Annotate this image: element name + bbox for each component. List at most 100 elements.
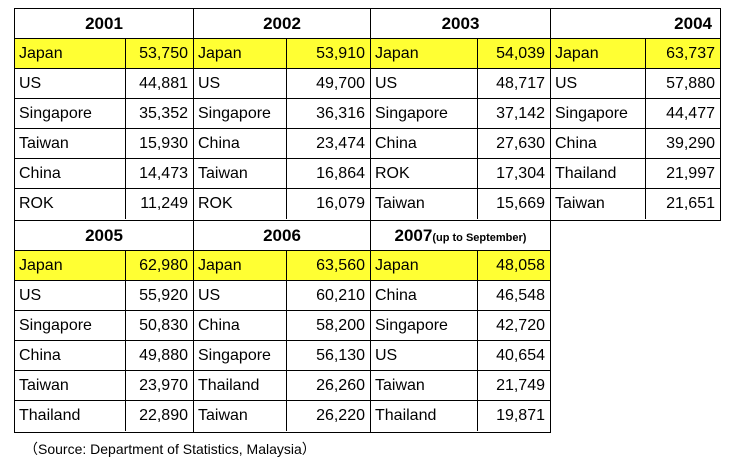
table-row: US 57,880 xyxy=(551,69,720,99)
country-cell: China xyxy=(371,129,478,158)
value-cell: 21,997 xyxy=(666,165,715,182)
country-cell: Taiwan xyxy=(371,371,478,400)
country-cell: Japan xyxy=(15,39,126,68)
value-cell: 44,477 xyxy=(666,105,715,122)
country-cell: Singapore xyxy=(194,341,287,370)
value-cell: 62,980 xyxy=(139,257,188,274)
year-block-2007: 2007(up to September) Japan 48,058 China 4… xyxy=(370,220,551,433)
value-cell: 21,651 xyxy=(666,195,715,212)
value-cell: 63,737 xyxy=(666,45,715,62)
country-cell: Thailand xyxy=(371,401,478,431)
source-note: （Source: Department of Statistics, Malay… xyxy=(24,441,316,457)
table-row: Thailand 26,260 xyxy=(194,371,370,401)
value-cell: 26,220 xyxy=(316,407,365,424)
table-row: Singapore 37,142 xyxy=(371,99,550,129)
year-header: 2004 xyxy=(551,9,720,39)
country-cell: China xyxy=(194,311,287,340)
value-cell: 36,316 xyxy=(316,105,365,122)
table-row: Singapore 42,720 xyxy=(371,311,550,341)
year-block-2006: 2006 Japan 63,560 US 60,210 China 58,200 Si… xyxy=(193,220,371,433)
country-cell: Japan xyxy=(371,39,478,68)
country-cell: US xyxy=(551,69,646,98)
value-cell: 48,058 xyxy=(496,257,545,274)
table-row: China 39,290 xyxy=(551,129,720,159)
value-cell: 46,548 xyxy=(496,287,545,304)
table-row: US 60,210 xyxy=(194,281,370,311)
value-cell: 14,473 xyxy=(139,165,188,182)
value-cell: 44,881 xyxy=(139,75,188,92)
table-row: Singapore 50,830 xyxy=(15,311,193,341)
year-header: 2005 xyxy=(15,221,193,251)
country-cell: Japan xyxy=(194,251,287,280)
table-row: China 46,548 xyxy=(371,281,550,311)
table-row: US 55,920 xyxy=(15,281,193,311)
country-cell: ROK xyxy=(371,159,478,188)
value-cell: 53,910 xyxy=(316,45,365,62)
country-cell: Thailand xyxy=(551,159,646,188)
country-cell: Taiwan xyxy=(15,371,126,400)
table-row: Thailand 22,890 xyxy=(15,401,193,431)
value-cell: 16,864 xyxy=(316,165,365,182)
country-cell: US xyxy=(371,341,478,370)
value-cell: 35,352 xyxy=(139,105,188,122)
value-cell: 53,750 xyxy=(139,45,188,62)
table-row: Singapore 44,477 xyxy=(551,99,720,129)
country-cell: US xyxy=(194,281,287,310)
table-row: ROK 16,079 xyxy=(194,189,370,219)
table-row: China 14,473 xyxy=(15,159,193,189)
table-row: Singapore 56,130 xyxy=(194,341,370,371)
country-cell: Japan xyxy=(194,39,287,68)
value-cell: 49,700 xyxy=(316,75,365,92)
country-cell: China xyxy=(371,281,478,310)
year-header: 2003 xyxy=(371,9,550,39)
country-cell: Taiwan xyxy=(15,129,126,158)
table-row: US 44,881 xyxy=(15,69,193,99)
year-label: 2006 xyxy=(263,226,301,245)
table-row: Japan 48,058 xyxy=(371,251,550,281)
value-cell: 49,880 xyxy=(139,347,188,364)
value-cell: 54,039 xyxy=(496,45,545,62)
table-row: Singapore 36,316 xyxy=(194,99,370,129)
year-block-2005: 2005 Japan 62,980 US 55,920 Singapore 50,83… xyxy=(14,220,194,433)
value-cell: 15,669 xyxy=(496,195,545,212)
table-row: ROK 11,249 xyxy=(15,189,193,219)
country-cell: Singapore xyxy=(15,311,126,340)
country-cell: Taiwan xyxy=(194,401,287,431)
year-label: 2002 xyxy=(263,14,301,33)
value-cell: 22,890 xyxy=(139,407,188,424)
year-header: 2006 xyxy=(194,221,370,251)
year-block-2004: 2004 Japan 63,737 US 57,880 Singapore 44,47… xyxy=(550,8,721,221)
country-cell: Singapore xyxy=(551,99,646,128)
country-cell: US xyxy=(194,69,287,98)
year-label: 2005 xyxy=(85,226,123,245)
value-cell: 40,654 xyxy=(496,347,545,364)
table-row: China 27,630 xyxy=(371,129,550,159)
table-row: US 49,700 xyxy=(194,69,370,99)
value-cell: 23,970 xyxy=(139,377,188,394)
table-row: Thailand 19,871 xyxy=(371,401,550,431)
country-cell: ROK xyxy=(194,189,287,219)
year-label: 2001 xyxy=(85,14,123,33)
country-cell: Singapore xyxy=(371,311,478,340)
country-cell: China xyxy=(551,129,646,158)
table-row: Japan 62,980 xyxy=(15,251,193,281)
country-cell: Singapore xyxy=(194,99,287,128)
country-cell: US xyxy=(15,69,126,98)
table-row: Japan 63,560 xyxy=(194,251,370,281)
year-header: 2001 xyxy=(15,9,193,39)
year-label: 2004 xyxy=(674,14,712,33)
table-row: China 58,200 xyxy=(194,311,370,341)
value-cell: 26,260 xyxy=(316,377,365,394)
country-cell: US xyxy=(15,281,126,310)
table-row: Japan 63,737 xyxy=(551,39,720,69)
country-cell: Singapore xyxy=(15,99,126,128)
value-cell: 56,130 xyxy=(316,347,365,364)
table-row: China 23,474 xyxy=(194,129,370,159)
table-row: Japan 53,910 xyxy=(194,39,370,69)
year-block-2002: 2002 Japan 53,910 US 49,700 Singapore 36,31… xyxy=(193,8,371,221)
country-cell: China xyxy=(194,129,287,158)
table-row: ROK 17,304 xyxy=(371,159,550,189)
value-cell: 58,200 xyxy=(316,317,365,334)
table-row: China 49,880 xyxy=(15,341,193,371)
country-cell: ROK xyxy=(15,189,126,219)
